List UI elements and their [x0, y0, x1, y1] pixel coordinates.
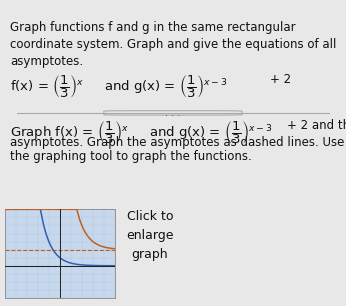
Text: asymptotes. Graph the asymptotes as dashed lines. Use: asymptotes. Graph the asymptotes as dash… [10, 136, 345, 149]
Text: coordinate system. Graph and give the equations of all: coordinate system. Graph and give the eq… [10, 38, 337, 51]
Text: f(x) = $\left(\dfrac{1}{3}\right)^{x}$: f(x) = $\left(\dfrac{1}{3}\right)^{x}$ [10, 73, 84, 100]
Text: + 2: + 2 [270, 73, 291, 86]
Text: + 2 and their: + 2 and their [287, 119, 346, 132]
Text: Graph f(x) = $\left(\dfrac{1}{3}\right)^{x}$: Graph f(x) = $\left(\dfrac{1}{3}\right)^… [10, 119, 129, 146]
Text: and g(x) = $\left(\dfrac{1}{3}\right)^{x-3}$: and g(x) = $\left(\dfrac{1}{3}\right)^{x… [104, 73, 227, 100]
Text: and g(x) = $\left(\dfrac{1}{3}\right)^{x-3}$: and g(x) = $\left(\dfrac{1}{3}\right)^{x… [149, 119, 272, 146]
Text: Graph functions f and g in the same rectangular: Graph functions f and g in the same rect… [10, 21, 296, 34]
Text: the graphing tool to graph the functions.: the graphing tool to graph the functions… [10, 150, 252, 163]
Text: Click to
enlarge
graph: Click to enlarge graph [126, 210, 174, 261]
Text: . . .: . . . [165, 108, 181, 118]
FancyBboxPatch shape [104, 111, 242, 115]
Text: asymptotes.: asymptotes. [10, 55, 83, 68]
